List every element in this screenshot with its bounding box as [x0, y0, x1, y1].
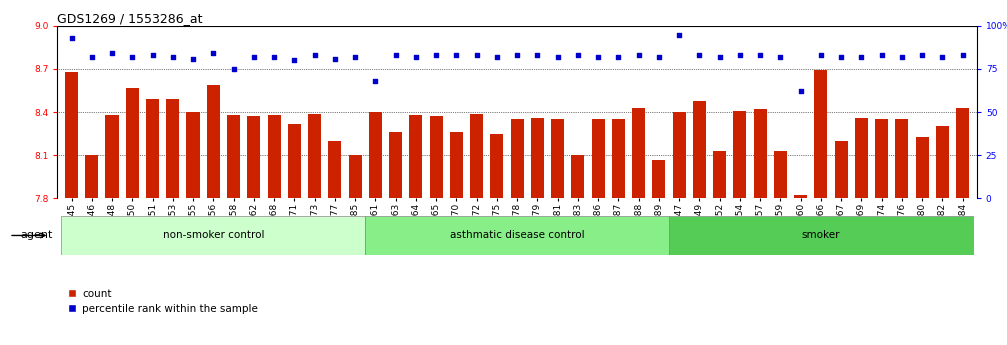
- Point: [145, 52, 161, 58]
- Point: [914, 52, 930, 58]
- Text: asthmatic disease control: asthmatic disease control: [450, 230, 584, 240]
- Point: [266, 54, 282, 60]
- Bar: [348, 155, 362, 198]
- Point: [590, 54, 606, 60]
- Bar: [551, 119, 564, 198]
- Bar: [490, 134, 504, 198]
- Bar: [288, 124, 301, 198]
- Bar: [753, 109, 766, 198]
- Bar: [511, 119, 524, 198]
- Bar: [470, 114, 483, 198]
- Bar: [673, 112, 686, 198]
- Bar: [669, 216, 973, 255]
- Bar: [795, 196, 808, 198]
- Bar: [653, 159, 666, 198]
- Point: [124, 54, 140, 60]
- Bar: [268, 115, 281, 198]
- Bar: [895, 119, 908, 198]
- Bar: [632, 108, 645, 198]
- Bar: [693, 101, 706, 198]
- Bar: [531, 118, 544, 198]
- Point: [327, 56, 343, 61]
- Bar: [86, 155, 99, 198]
- Point: [934, 54, 951, 60]
- Point: [530, 52, 546, 58]
- Bar: [369, 112, 382, 198]
- Bar: [186, 112, 199, 198]
- Bar: [366, 216, 669, 255]
- Point: [732, 52, 748, 58]
- Bar: [126, 88, 139, 198]
- Point: [772, 54, 788, 60]
- Bar: [571, 155, 584, 198]
- Bar: [61, 216, 366, 255]
- Bar: [773, 151, 786, 198]
- Bar: [591, 119, 604, 198]
- Point: [793, 89, 809, 94]
- Text: non-smoker control: non-smoker control: [162, 230, 264, 240]
- Bar: [936, 127, 949, 198]
- Point: [671, 32, 687, 37]
- Bar: [389, 132, 402, 198]
- Point: [306, 52, 322, 58]
- Point: [205, 51, 222, 56]
- Bar: [166, 99, 179, 198]
- Point: [550, 54, 566, 60]
- Point: [165, 54, 181, 60]
- Bar: [146, 99, 159, 198]
- Point: [610, 54, 626, 60]
- Point: [712, 54, 728, 60]
- Point: [63, 35, 80, 41]
- Bar: [328, 141, 341, 198]
- Point: [428, 52, 444, 58]
- Point: [84, 54, 100, 60]
- Point: [488, 54, 505, 60]
- Point: [408, 54, 424, 60]
- Point: [368, 78, 384, 84]
- Point: [894, 54, 910, 60]
- Bar: [409, 115, 422, 198]
- Text: agent: agent: [20, 230, 52, 240]
- Point: [448, 52, 464, 58]
- Bar: [106, 115, 119, 198]
- Text: smoker: smoker: [802, 230, 840, 240]
- Bar: [875, 119, 888, 198]
- Bar: [248, 116, 261, 198]
- Point: [873, 52, 889, 58]
- Point: [955, 52, 971, 58]
- Bar: [450, 132, 463, 198]
- Bar: [815, 70, 828, 198]
- Bar: [206, 85, 220, 198]
- Point: [246, 54, 262, 60]
- Point: [691, 52, 707, 58]
- Text: GDS1269 / 1553286_at: GDS1269 / 1553286_at: [57, 12, 202, 25]
- Point: [570, 52, 586, 58]
- Point: [509, 52, 526, 58]
- Bar: [855, 118, 868, 198]
- Bar: [733, 111, 746, 198]
- Legend: count, percentile rank within the sample: count, percentile rank within the sample: [62, 285, 263, 318]
- Point: [752, 52, 768, 58]
- Point: [104, 51, 120, 56]
- Bar: [227, 115, 240, 198]
- Point: [853, 54, 869, 60]
- Point: [185, 56, 201, 61]
- Point: [651, 54, 667, 60]
- Point: [347, 54, 364, 60]
- Point: [468, 52, 484, 58]
- Point: [286, 58, 302, 63]
- Bar: [308, 114, 321, 198]
- Bar: [713, 151, 726, 198]
- Point: [813, 52, 829, 58]
- Point: [226, 66, 242, 72]
- Bar: [835, 141, 848, 198]
- Bar: [65, 72, 79, 198]
- Point: [833, 54, 849, 60]
- Bar: [915, 137, 928, 198]
- Bar: [956, 108, 969, 198]
- Point: [630, 52, 646, 58]
- Point: [388, 52, 404, 58]
- Bar: [612, 119, 625, 198]
- Bar: [430, 116, 443, 198]
